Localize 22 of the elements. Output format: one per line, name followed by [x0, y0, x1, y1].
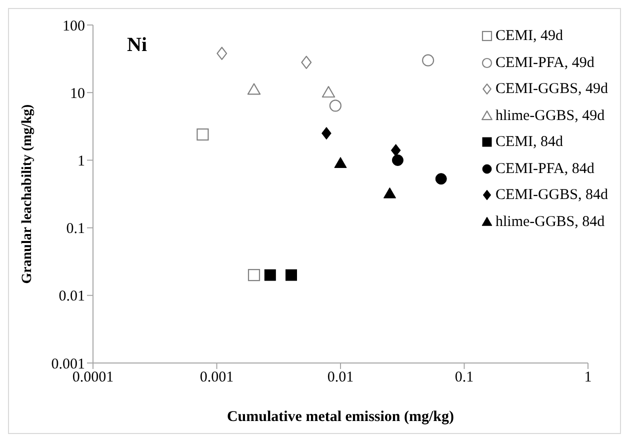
x-tick-label: 0.0001 — [72, 370, 114, 386]
chart-title: Ni — [127, 34, 148, 56]
y-tick-label: 1 — [78, 154, 85, 170]
x-tick-label: 1 — [584, 370, 592, 386]
legend-label: CEMI, 49d — [495, 27, 563, 46]
y-tick-label: 10 — [70, 86, 85, 102]
legend-label: CEMI, 84d — [495, 133, 563, 152]
legend-label: hlime-GGBS, 84d — [495, 212, 605, 232]
x-tick-label: 0.1 — [454, 370, 474, 386]
legend-label: CEMI-GGBS, 84d — [495, 186, 608, 205]
legend-label: CEMI-PFA, 49d — [495, 54, 594, 72]
y-tick-label: 0.1 — [66, 221, 85, 238]
y-tick-label: 100 — [62, 18, 85, 34]
legend-label: CEMI-GGBS, 49d — [495, 80, 608, 99]
x-axis-title: Cumulative metal emission (mg/kg) — [226, 409, 454, 425]
y-tick-label: 0.01 — [58, 288, 85, 305]
x-tick-label: 0.001 — [200, 370, 234, 386]
y-axis-title: Granular leachability (mg/kg) — [20, 104, 35, 284]
y-tick-label: 0.001 — [51, 356, 85, 372]
legend-label: CEMI-PFA, 84d — [495, 160, 594, 178]
x-tick-label: 0.01 — [327, 370, 354, 386]
legend-label: hlime-GGBS, 49d — [495, 106, 605, 126]
